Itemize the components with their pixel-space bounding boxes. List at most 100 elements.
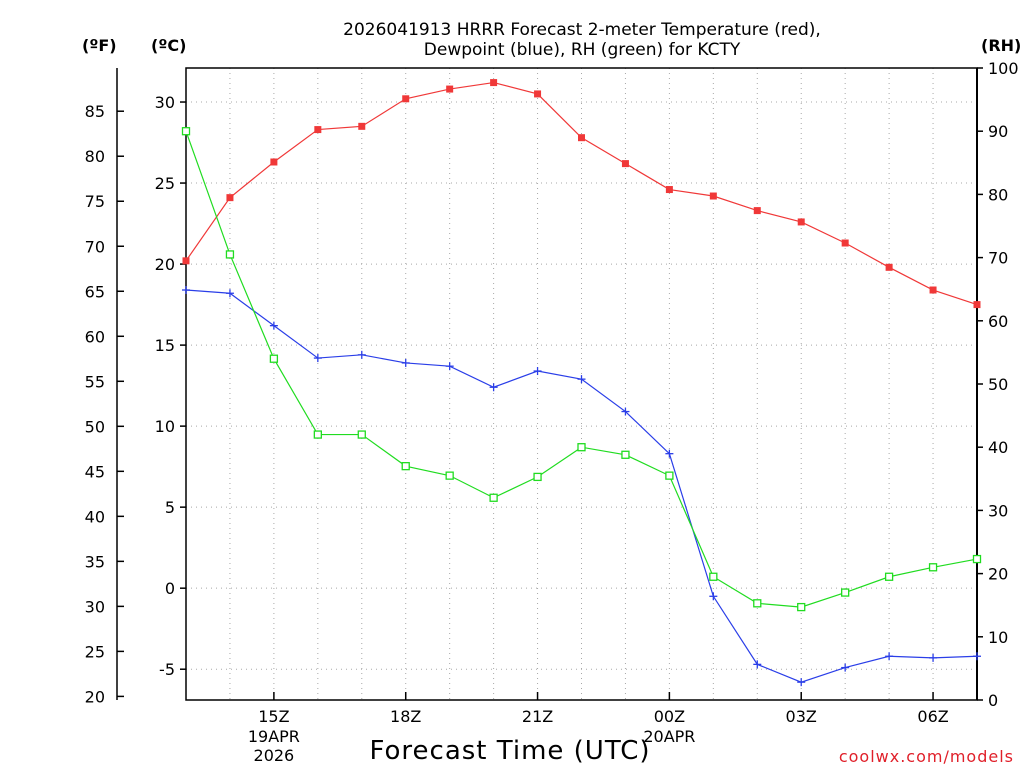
data-point (401, 358, 410, 367)
data-point (973, 652, 981, 661)
fahrenheit-tick-label: 80 (85, 147, 105, 166)
data-point (797, 678, 806, 687)
data-point (578, 134, 585, 142)
fahrenheit-tick-label: 85 (85, 102, 105, 121)
rh-tick-label: 100 (988, 59, 1019, 78)
data-point (314, 126, 322, 134)
rh-tick-label: 50 (988, 375, 1008, 394)
data-point (753, 207, 761, 215)
fahrenheit-tick-label: 45 (85, 462, 105, 481)
rh-tick-label: 80 (988, 185, 1008, 204)
data-point (445, 362, 454, 371)
celsius-tick-label: 20 (155, 255, 175, 274)
celsius-tick-label: 15 (155, 336, 175, 355)
celsius-tick-label: 10 (155, 417, 175, 436)
data-point (797, 602, 806, 612)
data-point (928, 563, 938, 572)
x-tick-label: 15Z (258, 707, 289, 726)
data-point (490, 79, 498, 87)
data-point (357, 350, 366, 359)
data-point (972, 554, 982, 564)
x-tick-label: 00Z (654, 707, 685, 726)
celsius-tick-label: 5 (165, 498, 175, 517)
data-point (885, 652, 894, 661)
data-point (489, 493, 498, 502)
grid-lines (185, 68, 978, 700)
fahrenheit-tick-label: 65 (85, 282, 105, 301)
data-point (533, 472, 542, 482)
data-point (709, 592, 718, 601)
credit-text[interactable]: coolwx.com/models (839, 747, 1014, 766)
data-point (665, 471, 674, 480)
data-point (753, 599, 762, 608)
series-2-meter-temperature (182, 79, 981, 309)
celsius-tick-label: 0 (165, 579, 175, 598)
data-point (182, 257, 190, 265)
data-series (181, 79, 982, 687)
x-tick-label: 06Z (917, 707, 948, 726)
rh-tick-label: 10 (988, 628, 1008, 647)
rh-tick-label: 20 (988, 565, 1008, 584)
data-point (313, 430, 322, 439)
x-tick-label: 21Z (522, 707, 553, 726)
data-point (269, 321, 278, 330)
data-point (709, 572, 718, 581)
data-point (884, 572, 894, 581)
rh-tick-label: 0 (988, 691, 998, 710)
x-tick-label: 18Z (390, 707, 421, 726)
data-point (269, 354, 279, 363)
data-point (357, 430, 366, 439)
x-tick-label: 03Z (786, 707, 817, 726)
x-date-label: 19APR (248, 727, 300, 746)
data-point (797, 218, 805, 226)
chart-title-line-1: 2026041913 HRRR Forecast 2-meter Tempera… (343, 20, 821, 40)
data-point (446, 85, 454, 93)
data-point (621, 450, 630, 459)
data-point (929, 653, 938, 662)
data-point (929, 286, 937, 294)
data-point (709, 192, 717, 200)
fahrenheit-tick-label: 75 (85, 192, 105, 211)
fahrenheit-tick-label: 55 (85, 372, 105, 391)
data-point (577, 443, 586, 452)
celsius-unit-label: (ºC) (151, 36, 186, 55)
data-point (534, 90, 542, 98)
data-point (225, 289, 234, 298)
series-dewpoint (182, 286, 981, 687)
fahrenheit-tick-label: 50 (85, 417, 105, 436)
data-point (402, 95, 410, 103)
x-axis-label: Forecast Time (UTC) (369, 736, 650, 766)
fahrenheit-tick-label: 60 (85, 327, 105, 346)
data-point (533, 367, 542, 376)
fahrenheit-tick-label: 40 (85, 507, 105, 526)
series-rh (181, 127, 982, 612)
data-point (841, 239, 849, 247)
data-point (226, 194, 234, 202)
data-point (225, 250, 235, 259)
fahrenheit-tick-label: 30 (85, 597, 105, 616)
data-point (401, 462, 410, 471)
axes: -5 0 5 10 15 20 25 30 20 25 30 35 40 45 50 55 60 65 70 75 80… (85, 59, 1019, 765)
rh-tick-label: 90 (988, 122, 1008, 141)
data-point (270, 158, 278, 166)
rh-tick-label: 40 (988, 438, 1008, 457)
rh-tick-label: 70 (988, 249, 1008, 268)
data-point (313, 354, 322, 363)
data-point (358, 122, 366, 130)
fahrenheit-tick-label: 35 (85, 552, 105, 571)
data-point (181, 127, 191, 136)
data-point (182, 286, 190, 295)
data-point (885, 263, 893, 271)
fahrenheit-tick-label: 20 (85, 687, 105, 706)
chart-title-line-2: Dewpoint (blue), RH (green) for KCTY (424, 40, 741, 60)
x-date-label: 20APR (643, 727, 695, 746)
fahrenheit-tick-label: 25 (85, 642, 105, 661)
data-point (621, 160, 629, 168)
x-date-label: 2026 (254, 746, 295, 765)
data-point (577, 375, 586, 384)
data-point (973, 301, 981, 309)
data-point (621, 407, 630, 416)
celsius-tick-label: -5 (159, 660, 175, 679)
